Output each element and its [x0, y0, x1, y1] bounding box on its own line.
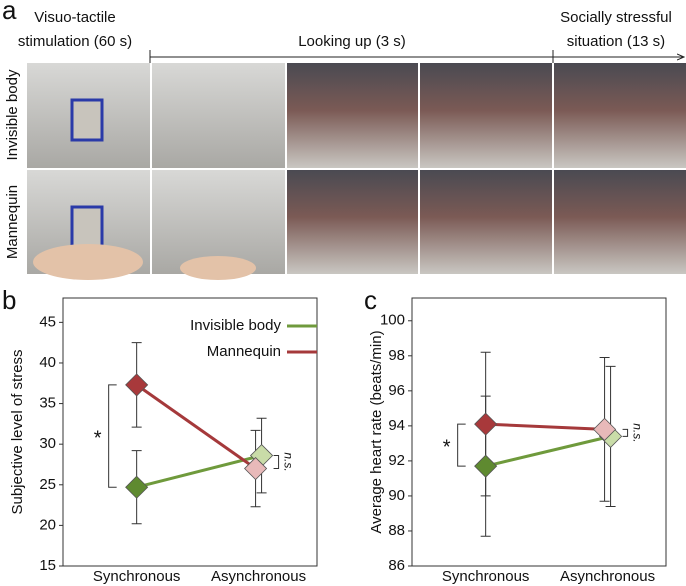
series-line [485, 434, 611, 468]
phase-label: Looking up (3 s) [298, 33, 406, 50]
marker [244, 456, 268, 481]
legend-label: Mannequin [207, 343, 281, 360]
y-tick-label: 98 [388, 347, 405, 364]
y-tick-label: 35 [39, 395, 56, 412]
y-tick-label: 20 [39, 516, 56, 533]
marker [125, 475, 149, 499]
y-tick-label: 45 [39, 313, 56, 330]
marker [593, 417, 617, 441]
panel-letter: b [2, 285, 16, 315]
phase-label: stimulation (60 s) [18, 33, 132, 50]
annotation: * [443, 436, 451, 458]
marker [474, 412, 498, 436]
x-tick-label: Synchronous [93, 568, 181, 585]
phase-label: Socially stressful [560, 9, 672, 26]
plot-frame [62, 297, 318, 567]
y-tick-label: 94 [388, 417, 405, 434]
photo [287, 170, 418, 274]
photo [152, 63, 285, 168]
photo [554, 63, 686, 168]
series-line [135, 383, 257, 470]
mannequin-body [33, 244, 143, 280]
bracket [273, 455, 280, 470]
y-tick-label: 15 [39, 557, 56, 574]
bracket [457, 423, 466, 467]
mannequin-body [180, 256, 256, 280]
x-tick-label: Asynchronous [560, 568, 655, 585]
photo [420, 63, 552, 168]
y-tick-label: 92 [388, 452, 405, 469]
photo [420, 170, 552, 274]
bracket [622, 428, 629, 437]
y-tick-label: 25 [39, 476, 56, 493]
plot-frame [411, 297, 667, 567]
annotation: n.s. [281, 452, 295, 471]
y-tick-label: 96 [388, 382, 405, 399]
y-tick-label: 30 [39, 435, 56, 452]
x-tick-label: Asynchronous [211, 568, 306, 585]
photo [554, 170, 686, 274]
annotation: * [94, 427, 102, 449]
photo [287, 63, 418, 168]
marker [474, 454, 498, 478]
phase-label: Visuo-tactile [34, 9, 115, 26]
y-tick-label: 90 [388, 487, 405, 504]
photo-grid [27, 63, 686, 280]
y-tick-label: 100 [380, 312, 405, 329]
y-axis-label: Subjective level of stress [9, 349, 26, 514]
series-line [136, 454, 262, 489]
panel-letter: c [364, 285, 377, 315]
row-label: Mannequin [4, 185, 21, 259]
annotation: n.s. [630, 423, 644, 442]
legend-label: Invisible body [190, 317, 281, 334]
bracket [108, 384, 117, 488]
y-tick-label: 88 [388, 522, 405, 539]
brush [70, 205, 104, 249]
series-line [485, 422, 605, 431]
charts: b Subjective level of stress 15 20 25 30 35 40 4… [2, 285, 667, 585]
x-tick-label: Synchronous [442, 568, 530, 585]
marker [125, 373, 149, 397]
row-label: Invisible body [4, 69, 21, 160]
brush [70, 98, 104, 142]
y-tick-label: 86 [388, 557, 405, 574]
panel-letter: a [2, 0, 17, 25]
y-axis-label: Average heart rate (beats/min) [368, 330, 385, 533]
y-tick-label: 40 [39, 354, 56, 371]
phase-label: situation (13 s) [567, 33, 665, 50]
